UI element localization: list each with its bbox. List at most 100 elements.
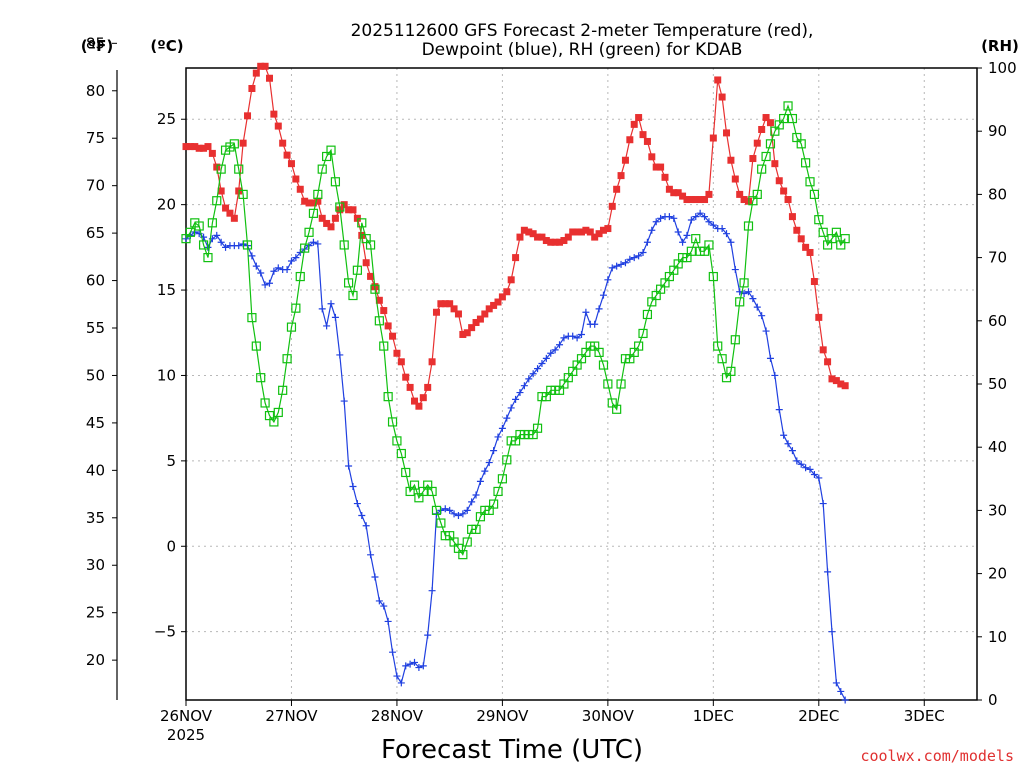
data-point bbox=[497, 474, 507, 484]
series-line bbox=[185, 212, 846, 701]
data-point bbox=[692, 213, 700, 221]
data-point bbox=[503, 288, 511, 296]
data-point bbox=[639, 248, 647, 256]
data-point bbox=[419, 394, 427, 402]
data-point bbox=[841, 382, 849, 390]
data-point bbox=[396, 448, 406, 459]
data-point bbox=[314, 240, 322, 248]
data-point bbox=[670, 189, 678, 197]
fahrenheit-tick-label: 65 bbox=[86, 224, 105, 242]
data-point bbox=[507, 404, 515, 412]
data-point bbox=[458, 550, 468, 560]
data-point bbox=[828, 375, 836, 383]
data-point bbox=[529, 230, 537, 238]
data-point bbox=[274, 122, 282, 130]
data-point bbox=[787, 113, 798, 124]
data-point bbox=[229, 139, 239, 149]
data-point bbox=[766, 354, 774, 362]
data-point bbox=[591, 320, 599, 328]
celsius-tick-label: 20 bbox=[157, 196, 176, 214]
data-point bbox=[766, 119, 774, 127]
data-point bbox=[490, 301, 498, 309]
data-point bbox=[578, 330, 585, 338]
fahrenheit-tick-label: 45 bbox=[86, 414, 105, 432]
data-point bbox=[613, 262, 621, 270]
data-point bbox=[752, 189, 762, 199]
data-point bbox=[582, 308, 590, 316]
data-point bbox=[265, 279, 273, 287]
data-point bbox=[832, 679, 840, 687]
celsius-axis-unit: (ºC) bbox=[150, 37, 183, 55]
data-point bbox=[595, 305, 603, 313]
data-point bbox=[269, 417, 279, 427]
data-point bbox=[459, 330, 467, 338]
data-point bbox=[696, 196, 704, 204]
data-point bbox=[780, 431, 788, 439]
data-point bbox=[538, 233, 546, 241]
data-point bbox=[234, 164, 244, 174]
data-point bbox=[604, 276, 612, 284]
data-point bbox=[406, 383, 414, 391]
data-point bbox=[758, 125, 766, 133]
data-point bbox=[788, 447, 796, 455]
data-point bbox=[494, 298, 502, 306]
data-point bbox=[217, 187, 225, 195]
data-point bbox=[534, 233, 542, 241]
data-point bbox=[616, 379, 626, 389]
data-point bbox=[630, 120, 638, 128]
data-point bbox=[327, 223, 335, 231]
data-point bbox=[749, 295, 757, 303]
data-point bbox=[686, 246, 696, 256]
data-point bbox=[357, 218, 367, 228]
data-point bbox=[598, 360, 609, 370]
data-point bbox=[348, 290, 358, 301]
data-point bbox=[507, 276, 515, 284]
data-point bbox=[824, 358, 832, 366]
data-point bbox=[428, 587, 436, 595]
data-point bbox=[200, 144, 208, 152]
data-point bbox=[516, 389, 524, 397]
data-point bbox=[485, 459, 493, 467]
data-point bbox=[393, 672, 401, 680]
data-point bbox=[431, 505, 442, 515]
data-point bbox=[687, 216, 695, 224]
data-point bbox=[375, 597, 383, 605]
fahrenheit-axis: 20 25 30 35 40 45 50 55 60 65 70 75 80 85 bbox=[86, 34, 118, 700]
data-point bbox=[217, 238, 225, 246]
data-point bbox=[186, 143, 194, 151]
data-point bbox=[471, 524, 481, 534]
data-point bbox=[638, 328, 648, 339]
data-point bbox=[805, 177, 815, 187]
data-point bbox=[323, 219, 331, 227]
data-point bbox=[762, 114, 770, 122]
data-point bbox=[415, 402, 423, 410]
data-point bbox=[841, 696, 849, 704]
data-point bbox=[713, 341, 723, 351]
data-point bbox=[809, 189, 820, 199]
data-point bbox=[757, 164, 767, 174]
data-point bbox=[815, 313, 823, 321]
data-point bbox=[718, 225, 726, 233]
data-point bbox=[529, 370, 537, 378]
data-point bbox=[379, 341, 389, 351]
data-point bbox=[257, 269, 265, 277]
data-point bbox=[283, 151, 291, 159]
celsius-tick-label: 25 bbox=[157, 110, 176, 128]
data-point bbox=[657, 214, 665, 222]
data-point bbox=[365, 240, 376, 250]
data-point bbox=[551, 238, 559, 246]
data-point bbox=[415, 664, 423, 672]
data-point bbox=[274, 264, 282, 272]
data-point bbox=[828, 628, 836, 636]
time-tick-label: 2DEC bbox=[798, 707, 839, 725]
x-axis-label: Forecast Time (UTC) bbox=[381, 735, 643, 765]
data-point bbox=[708, 271, 718, 282]
data-point bbox=[599, 291, 607, 299]
data-point bbox=[318, 305, 326, 313]
data-point bbox=[796, 139, 806, 149]
data-point bbox=[244, 112, 252, 120]
data-point bbox=[326, 145, 336, 155]
data-point bbox=[481, 310, 489, 318]
data-point bbox=[286, 322, 297, 332]
data-point bbox=[261, 281, 269, 289]
